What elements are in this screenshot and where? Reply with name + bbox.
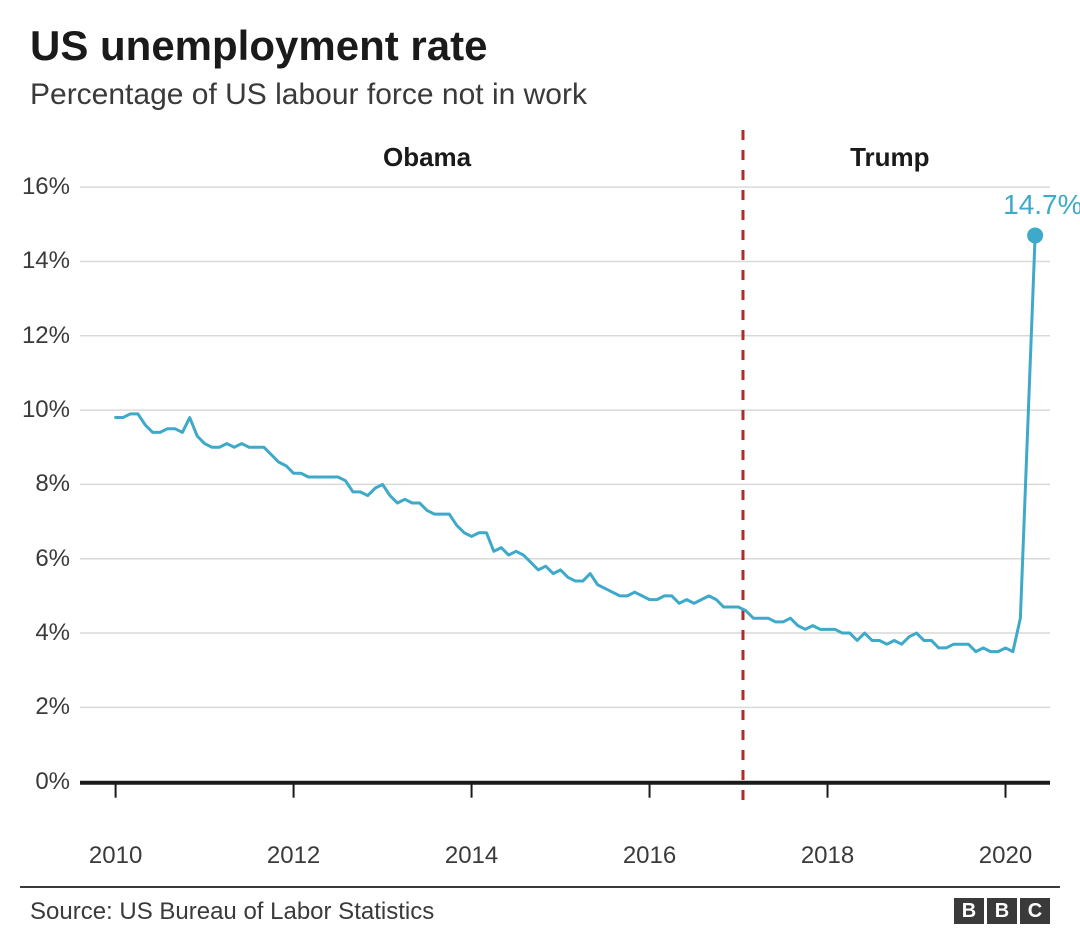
footer-divider (20, 886, 1060, 888)
x-tick-label: 2010 (89, 842, 142, 870)
source-text: Source: US Bureau of Labor Statistics (30, 898, 434, 926)
end-value-label: 14.7% (1003, 189, 1080, 221)
x-axis-labels: 2010 2012 2014 2016 2018 2020 (80, 830, 1050, 870)
y-axis-labels: 0% 2% 4% 6% 8% 10% 12% 14% 16% (0, 150, 70, 830)
period-label: Obama (383, 142, 471, 173)
bbc-logo: B B C (954, 898, 1050, 924)
x-tick-label: 2012 (267, 842, 320, 870)
y-tick-label: 0% (0, 768, 70, 796)
y-tick-label: 8% (0, 470, 70, 498)
chart-title: US unemployment rate (30, 22, 487, 70)
x-tick-label: 2020 (979, 842, 1032, 870)
y-tick-label: 12% (0, 322, 70, 350)
bbc-logo-letter: B (987, 898, 1017, 924)
period-labels: ObamaTrump (80, 150, 1050, 830)
y-tick-label: 6% (0, 545, 70, 573)
y-tick-label: 16% (0, 173, 70, 201)
y-tick-label: 2% (0, 693, 70, 721)
x-tick-label: 2018 (801, 842, 854, 870)
chart-subtitle: Percentage of US labour force not in wor… (30, 78, 587, 112)
period-label: Trump (850, 142, 929, 173)
bbc-logo-letter: C (1020, 898, 1050, 924)
chart-root: US unemployment rate Percentage of US la… (0, 0, 1080, 944)
x-tick-label: 2014 (445, 842, 498, 870)
x-tick-label: 2016 (623, 842, 676, 870)
y-tick-label: 14% (0, 247, 70, 275)
y-tick-label: 10% (0, 396, 70, 424)
bbc-logo-letter: B (954, 898, 984, 924)
y-tick-label: 4% (0, 619, 70, 647)
